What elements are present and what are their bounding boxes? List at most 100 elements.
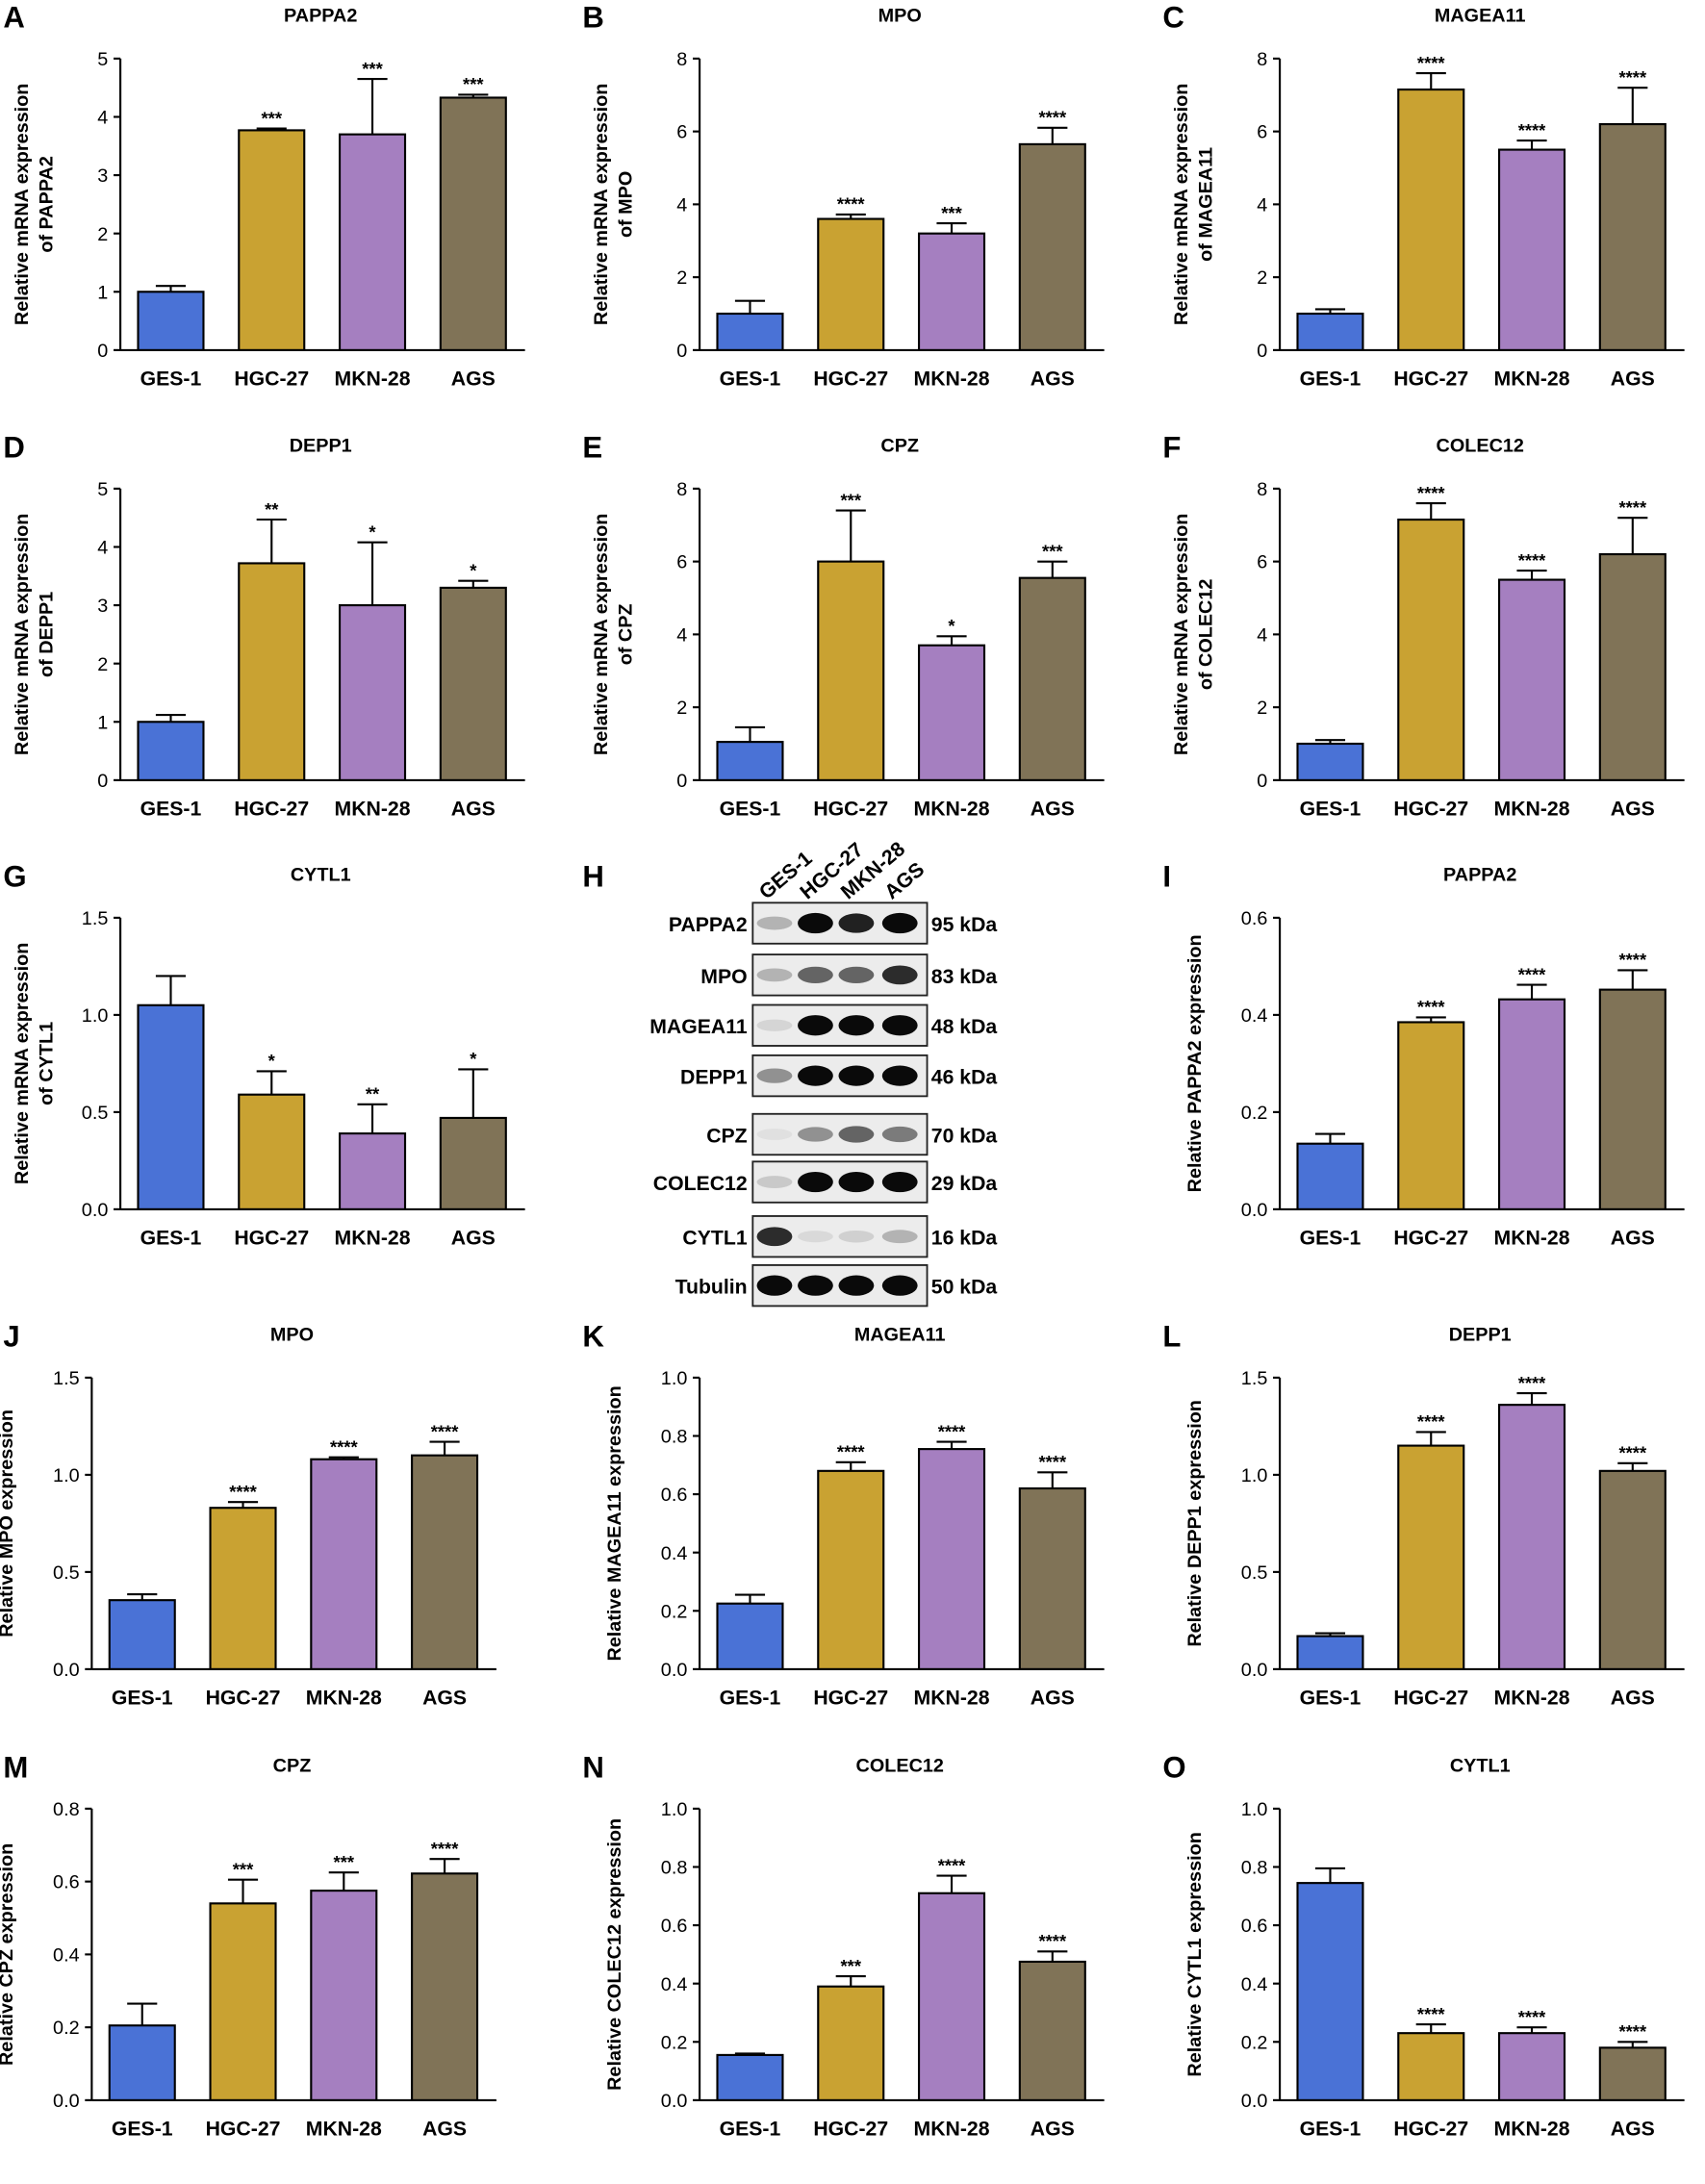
bar-ags bbox=[1598, 988, 1667, 1211]
y-tick-label: 4 bbox=[677, 194, 688, 216]
x-tick-label: GES-1 bbox=[140, 368, 202, 391]
x-tick-label: HGC-27 bbox=[1393, 1688, 1468, 1710]
significance-label: **** bbox=[1518, 549, 1546, 570]
bar-hgc-27 bbox=[209, 1902, 277, 2101]
x-tick-label: HGC-27 bbox=[814, 1688, 889, 1710]
bar-ags bbox=[1598, 1469, 1667, 1670]
protein-band bbox=[882, 1126, 919, 1143]
y-tick-label: 0.0 bbox=[661, 2091, 688, 2112]
x-tick-label: AGS bbox=[422, 2118, 467, 2140]
y-tick-label: 0.0 bbox=[1241, 1660, 1268, 1681]
y-tick-label: 0.0 bbox=[53, 2091, 80, 2112]
bar-ges-1 bbox=[1296, 742, 1364, 781]
y-tick-label: 0 bbox=[97, 341, 108, 362]
y-tick-label: 0.2 bbox=[1241, 1103, 1268, 1124]
bar-ges-1 bbox=[108, 2023, 176, 2101]
y-axis-label: of MPO bbox=[616, 171, 637, 238]
y-axis-label: of DEPP1 bbox=[36, 591, 57, 676]
protein-band bbox=[757, 1275, 793, 1296]
significance-label: **** bbox=[229, 1482, 257, 1502]
panel-G: G CYTL1 Relative mRNA expression of CYTL1 0.… bbox=[0, 859, 568, 1288]
x-tick-label: MKN-28 bbox=[1493, 798, 1569, 820]
x-tick-label: GES-1 bbox=[720, 2118, 781, 2140]
chart-title: CPZ bbox=[273, 1755, 312, 1776]
bar-hgc-27 bbox=[1397, 1444, 1465, 1670]
significance-label: *** bbox=[262, 108, 283, 128]
y-tick-label: 5 bbox=[97, 478, 108, 499]
y-tick-label: 0.4 bbox=[53, 1944, 80, 1966]
significance-label: * bbox=[470, 560, 477, 580]
panel-L: L DEPP1 Relative DEPP1 expression 0.0 0.5 1.0… bbox=[1159, 1319, 1705, 1748]
y-tick-label: 6 bbox=[677, 551, 688, 572]
protein-label: CYTL1 bbox=[683, 1228, 748, 1250]
y-axis-label: of PAPPA2 bbox=[36, 156, 57, 253]
significance-label: ** bbox=[366, 1084, 380, 1105]
protein-band bbox=[838, 1126, 875, 1143]
significance-label: **** bbox=[837, 194, 865, 215]
x-tick-label: GES-1 bbox=[112, 2118, 173, 2140]
panel-D: D DEPP1 Relative mRNA expression of DEPP1 0 1… bbox=[0, 430, 568, 859]
y-tick-label: 0.0 bbox=[82, 1200, 109, 1221]
y-axis-label: of COLEC12 bbox=[1195, 578, 1216, 690]
x-tick-label: MKN-28 bbox=[335, 798, 411, 820]
significance-label: **** bbox=[1417, 1411, 1445, 1432]
y-tick-label: 0.5 bbox=[1241, 1562, 1268, 1584]
molecular-weight-label: 50 kDa bbox=[931, 1277, 998, 1299]
protein-band bbox=[798, 1015, 834, 1036]
y-axis-label: Relative MAGEA11 expression bbox=[604, 1385, 625, 1661]
panel-svg-L: L DEPP1 Relative DEPP1 expression 0.0 0.5 1.0… bbox=[1162, 1319, 1685, 1710]
y-tick-label: 0.2 bbox=[661, 2032, 688, 2053]
protein-band bbox=[757, 916, 793, 930]
bar-hgc-27 bbox=[817, 560, 885, 781]
x-tick-label: HGC-27 bbox=[206, 2118, 281, 2140]
y-tick-label: 6 bbox=[1257, 122, 1267, 143]
x-tick-label: HGC-27 bbox=[234, 1228, 309, 1250]
x-tick-label: HGC-27 bbox=[206, 1688, 281, 1710]
panel-N: N COLEC12 Relative COLEC12 expression 0.0 0.… bbox=[579, 1750, 1147, 2179]
protein-band bbox=[798, 1275, 834, 1296]
y-tick-label: 4 bbox=[97, 537, 108, 558]
bar-ags bbox=[1019, 1960, 1087, 2101]
y-axis-label: Relative CPZ expression bbox=[0, 1843, 17, 2066]
y-tick-label: 0.6 bbox=[1241, 1916, 1268, 1937]
protein-band bbox=[882, 1230, 919, 1244]
chart-title: COLEC12 bbox=[856, 1755, 944, 1776]
x-tick-label: MKN-28 bbox=[914, 368, 990, 391]
y-tick-label: 1.5 bbox=[82, 908, 109, 929]
y-tick-label: 4 bbox=[1257, 624, 1267, 646]
significance-label: ** bbox=[265, 498, 279, 519]
y-tick-label: 0.2 bbox=[53, 2018, 80, 2039]
panel-letter: K bbox=[583, 1319, 605, 1353]
y-axis-label: of CPZ bbox=[616, 603, 637, 665]
bar-mkn-28 bbox=[310, 1889, 378, 2101]
chart-title: DEPP1 bbox=[290, 435, 352, 456]
protein-band bbox=[882, 913, 919, 934]
bar-hgc-27 bbox=[817, 217, 885, 351]
significance-label: *** bbox=[233, 1859, 254, 1879]
panel-letter: B bbox=[583, 0, 604, 34]
bar-hgc-27 bbox=[238, 129, 306, 351]
protein-band bbox=[838, 1231, 875, 1243]
bar-mkn-28 bbox=[918, 232, 986, 351]
bar-ges-1 bbox=[137, 720, 205, 781]
protein-label: DEPP1 bbox=[681, 1067, 749, 1089]
y-tick-label: 6 bbox=[677, 122, 688, 143]
y-tick-label: 0.5 bbox=[82, 1103, 109, 1124]
x-tick-label: HGC-27 bbox=[1393, 368, 1468, 391]
bar-mkn-28 bbox=[1497, 2031, 1566, 2101]
y-tick-label: 4 bbox=[97, 108, 108, 129]
x-tick-label: AGS bbox=[1611, 1228, 1655, 1250]
x-tick-label: AGS bbox=[451, 368, 496, 391]
significance-label: **** bbox=[431, 1421, 459, 1441]
x-tick-label: GES-1 bbox=[720, 1688, 781, 1710]
bar-hgc-27 bbox=[1397, 2031, 1465, 2101]
panel-A: A PAPPA2 Relative mRNA expression of PAPPA2… bbox=[0, 0, 568, 429]
y-tick-label: 1.5 bbox=[1241, 1368, 1268, 1389]
chart-title: PAPPA2 bbox=[284, 6, 357, 27]
significance-label: **** bbox=[938, 1421, 966, 1441]
significance-label: **** bbox=[1417, 997, 1445, 1017]
significance-label: * bbox=[268, 1051, 276, 1071]
chart-title: MPO bbox=[270, 1324, 314, 1345]
x-tick-label: HGC-27 bbox=[814, 368, 889, 391]
significance-label: **** bbox=[1618, 950, 1646, 970]
